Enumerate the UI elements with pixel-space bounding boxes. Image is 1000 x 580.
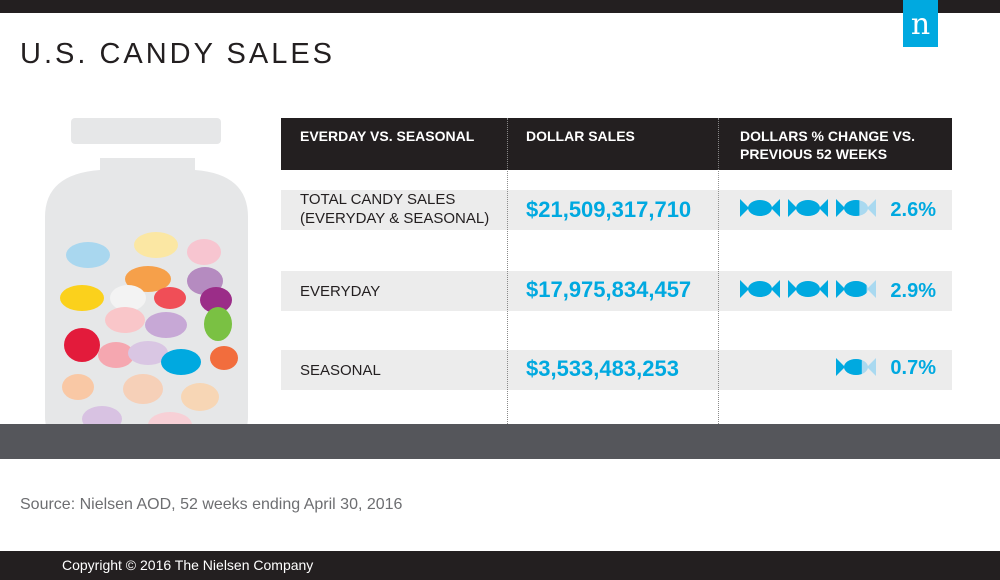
table-header: EVERDAY VS. SEASONAL DOLLAR SALES DOLLAR… xyxy=(281,118,952,170)
footer-bar: Copyright © 2016 The Nielsen Company xyxy=(0,551,1000,580)
nielsen-logo: n xyxy=(903,0,938,47)
page-title: U.S. CANDY SALES xyxy=(20,38,336,70)
top-bar xyxy=(0,0,1000,13)
jar-lid xyxy=(71,118,221,144)
column-header-pct-change: DOLLARS % CHANGE VS. PREVIOUS 52 WEEKS xyxy=(740,128,916,162)
dollar-sales-seasonal: $3,533,483,253 xyxy=(526,356,679,381)
column-header-dollar-sales: DOLLAR SALES xyxy=(526,128,635,144)
jar-body xyxy=(45,158,248,442)
candy-icon xyxy=(788,199,828,217)
copyright-text: Copyright © 2016 The Nielsen Company xyxy=(62,557,314,573)
candy-icon xyxy=(740,280,780,298)
column-divider xyxy=(507,118,508,424)
candy-icon xyxy=(836,199,876,217)
candy-icon xyxy=(836,280,876,298)
dollar-sales-total: $21,509,317,710 xyxy=(526,197,692,222)
divider-band xyxy=(0,424,1000,459)
row-label-seasonal: SEASONAL xyxy=(300,362,381,379)
column-divider xyxy=(718,118,719,424)
pct-change-total: 2.6% xyxy=(890,199,936,221)
candy-icon xyxy=(740,199,780,217)
column-header-category: EVERDAY VS. SEASONAL xyxy=(300,128,475,144)
pct-change-seasonal: 0.7% xyxy=(890,357,936,379)
pct-change-icons-everyday xyxy=(740,280,876,298)
pct-change-everyday: 2.9% xyxy=(890,280,936,302)
dollar-sales-everyday: $17,975,834,457 xyxy=(526,277,692,302)
candy-jar-illustration xyxy=(45,118,248,442)
row-label-total: TOTAL CANDY SALES (EVERYDAY & SEASONAL) xyxy=(300,191,490,227)
source-note: Source: Nielsen AOD, 52 weeks ending Apr… xyxy=(20,496,403,513)
candy-icon xyxy=(836,358,876,376)
candy-icon xyxy=(788,280,828,298)
pct-change-icons-seasonal xyxy=(836,358,876,376)
row-label-everyday: EVERYDAY xyxy=(300,283,381,300)
pct-change-icons-total xyxy=(740,199,876,217)
